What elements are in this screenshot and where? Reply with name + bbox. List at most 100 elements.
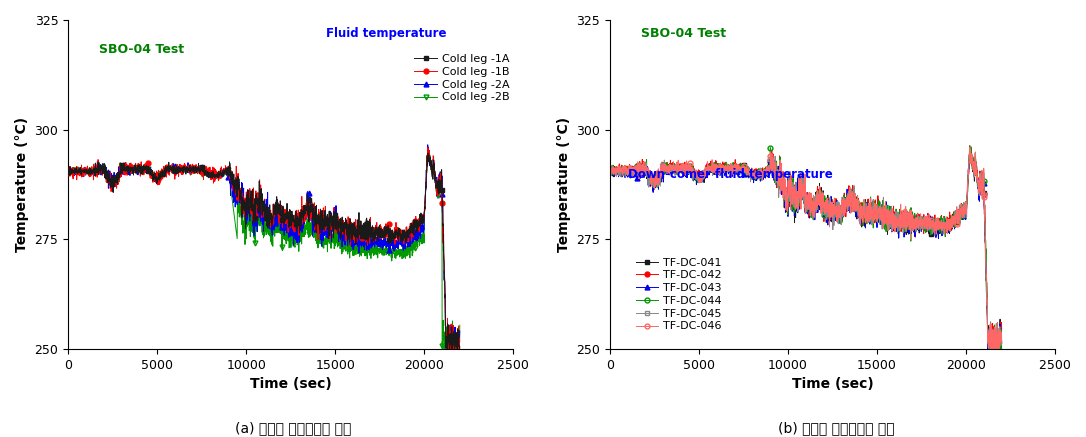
Cold leg -2A [152, 177, 165, 182]
TF-DC-041 [850, 216, 863, 222]
TF-DC-042 [970, 171, 983, 176]
TF-DC-046 [950, 211, 963, 216]
TF-DC-045 [850, 199, 863, 205]
Cold leg -1B [308, 227, 321, 232]
Cold leg -1A [453, 344, 466, 349]
Cold leg -1A [308, 218, 321, 223]
TF-DC-046 [694, 175, 707, 180]
Cold leg -1A [408, 224, 421, 229]
TF-DC-043 [604, 167, 617, 173]
Legend: Cold leg -1A, Cold leg -1B, Cold leg -2A, Cold leg -2B: Cold leg -1A, Cold leg -1B, Cold leg -2A… [413, 52, 513, 105]
TF-DC-043 [850, 211, 863, 216]
TF-DC-042 [963, 145, 976, 150]
Line: TF-DC-044: TF-DC-044 [607, 145, 1005, 357]
TF-DC-041 [982, 356, 995, 361]
Cold leg -1B [445, 354, 458, 360]
TF-DC-045 [604, 166, 617, 171]
TF-DC-044 [964, 144, 977, 149]
Cold leg -2B [308, 230, 321, 235]
TF-DC-043 [995, 346, 1008, 351]
Cold leg -2B [338, 237, 351, 242]
Y-axis label: Temperature (°C): Temperature (°C) [15, 117, 29, 252]
Cold leg -1B [428, 165, 441, 170]
TF-DC-044 [970, 161, 983, 166]
Text: SBO-04 Test: SBO-04 Test [641, 27, 727, 40]
Text: (b) 강수부 유체온도의 변화: (b) 강수부 유체온도의 변화 [778, 421, 895, 435]
TF-DC-044 [850, 208, 863, 213]
TF-DC-045 [970, 161, 983, 166]
TF-DC-043 [985, 354, 998, 359]
TF-DC-044 [995, 326, 1008, 332]
Cold leg -2A [338, 228, 351, 233]
Cold leg -2B [62, 169, 75, 174]
TF-DC-042 [995, 334, 1008, 340]
Cold leg -2B [453, 323, 466, 328]
TF-DC-044 [604, 170, 617, 175]
Cold leg -2A [453, 328, 466, 333]
TF-DC-045 [963, 146, 976, 151]
Text: Fluid temperature: Fluid temperature [326, 27, 446, 40]
TF-DC-044 [950, 219, 963, 224]
Cold leg -1B [338, 221, 351, 226]
Legend: TF-DC-041, TF-DC-042, TF-DC-043, TF-DC-044, TF-DC-045, TF-DC-046: TF-DC-041, TF-DC-042, TF-DC-043, TF-DC-0… [633, 255, 724, 334]
TF-DC-042 [604, 165, 617, 170]
Line: TF-DC-043: TF-DC-043 [607, 146, 1005, 359]
TF-DC-045 [995, 340, 1008, 346]
TF-DC-043 [963, 146, 976, 152]
Cold leg -1B [408, 220, 421, 225]
TF-DC-042 [850, 205, 863, 210]
TF-DC-046 [963, 144, 976, 149]
TF-DC-041 [694, 173, 707, 178]
TF-DC-042 [950, 209, 963, 215]
Cold leg -1A [338, 223, 351, 229]
TF-DC-045 [694, 173, 707, 178]
TF-DC-046 [604, 167, 617, 173]
Cold leg -2A [453, 329, 466, 335]
Cold leg -1A [152, 173, 165, 179]
Line: TF-DC-041: TF-DC-041 [607, 143, 1005, 361]
Cold leg -2A [408, 238, 421, 243]
TF-DC-045 [880, 213, 893, 218]
TF-DC-042 [694, 172, 707, 177]
TF-DC-045 [995, 329, 1008, 335]
TF-DC-041 [880, 223, 893, 228]
Cold leg -1A [62, 166, 75, 171]
TF-DC-045 [992, 361, 1005, 367]
Cold leg -1B [453, 339, 466, 344]
TF-DC-045 [950, 216, 963, 222]
Cold leg -1A [443, 353, 456, 358]
TF-DC-046 [880, 215, 893, 220]
TF-DC-042 [995, 327, 1008, 333]
Cold leg -1B [152, 182, 165, 187]
TF-DC-046 [984, 354, 997, 360]
TF-DC-042 [880, 222, 893, 228]
Cold leg -2B [421, 147, 434, 153]
TF-DC-041 [963, 143, 976, 149]
Line: TF-DC-042: TF-DC-042 [607, 145, 1005, 356]
Cold leg -1A [453, 344, 466, 349]
Text: SBO-04 Test: SBO-04 Test [99, 43, 185, 56]
Line: Cold leg -2A: Cold leg -2A [66, 142, 463, 357]
Line: Cold leg -1A: Cold leg -1A [66, 151, 463, 358]
TF-DC-046 [970, 162, 983, 167]
Line: TF-DC-045: TF-DC-045 [607, 146, 1005, 367]
TF-DC-042 [989, 350, 1002, 356]
TF-DC-043 [880, 220, 893, 225]
TF-DC-046 [995, 330, 1008, 335]
Text: (a) 저온관 유체온도의 변화: (a) 저온관 유체온도의 변화 [235, 421, 352, 435]
TF-DC-041 [604, 166, 617, 171]
Line: Cold leg -2B: Cold leg -2B [66, 148, 463, 368]
Cold leg -2A [441, 352, 454, 357]
TF-DC-041 [950, 211, 963, 216]
Cold leg -1B [421, 145, 434, 150]
TF-DC-041 [995, 331, 1008, 336]
Cold leg -2B [453, 363, 466, 368]
Cold leg -1B [62, 169, 75, 174]
TF-DC-046 [995, 340, 1008, 345]
TF-DC-044 [995, 350, 1008, 356]
Cold leg -2B [152, 175, 165, 180]
Cold leg -1A [421, 150, 434, 156]
TF-DC-041 [995, 339, 1008, 344]
Cold leg -2B [428, 164, 441, 170]
TF-DC-043 [950, 214, 963, 219]
